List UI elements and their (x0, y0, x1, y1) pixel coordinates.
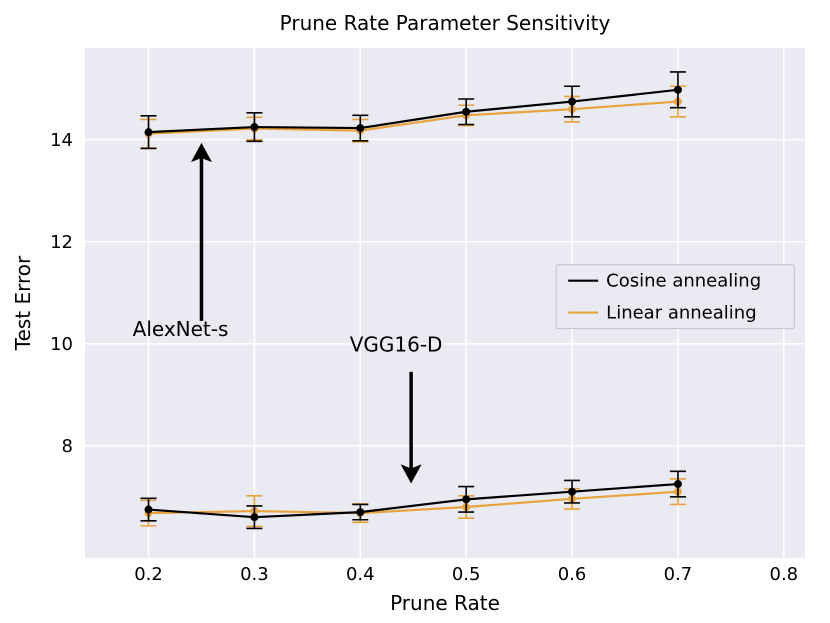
data-marker (250, 123, 258, 131)
y-axis-label: Test Error (11, 255, 35, 351)
data-marker (250, 513, 258, 521)
data-marker (356, 124, 364, 132)
data-marker (674, 480, 682, 488)
svg-text:0.8: 0.8 (770, 564, 799, 585)
svg-text:0.3: 0.3 (240, 564, 269, 585)
svg-text:0.4: 0.4 (346, 564, 375, 585)
chart-title: Prune Rate Parameter Sensitivity (280, 11, 611, 35)
svg-text:0.7: 0.7 (664, 564, 693, 585)
data-marker (568, 98, 576, 106)
svg-text:12: 12 (50, 232, 73, 253)
svg-text:10: 10 (50, 334, 73, 355)
legend: Cosine annealing Linear annealing (556, 265, 794, 329)
data-marker (674, 86, 682, 94)
svg-text:8: 8 (62, 436, 73, 457)
data-marker (145, 128, 153, 136)
legend-item-label: Linear annealing (606, 303, 756, 324)
data-marker (462, 495, 470, 503)
svg-text:0.2: 0.2 (134, 564, 163, 585)
legend-item-label: Cosine annealing (606, 271, 761, 292)
svg-text:0.5: 0.5 (452, 564, 481, 585)
annotation-label: AlexNet-s (133, 317, 229, 341)
annotation-label: VGG16-D (350, 332, 443, 356)
data-marker (145, 506, 153, 514)
chart-container: 0.2 0.3 0.4 0.5 0.6 0.7 0.8 8 10 12 14 Prune Rate Te… (0, 0, 830, 623)
data-marker (462, 108, 470, 116)
chart-svg: 0.2 0.3 0.4 0.5 0.6 0.7 0.8 8 10 12 14 Prune Rate Te… (0, 0, 830, 623)
data-marker (356, 508, 364, 516)
svg-text:0.6: 0.6 (558, 564, 587, 585)
data-marker (568, 488, 576, 496)
x-axis-label: Prune Rate (390, 591, 500, 615)
svg-text:14: 14 (50, 130, 73, 151)
